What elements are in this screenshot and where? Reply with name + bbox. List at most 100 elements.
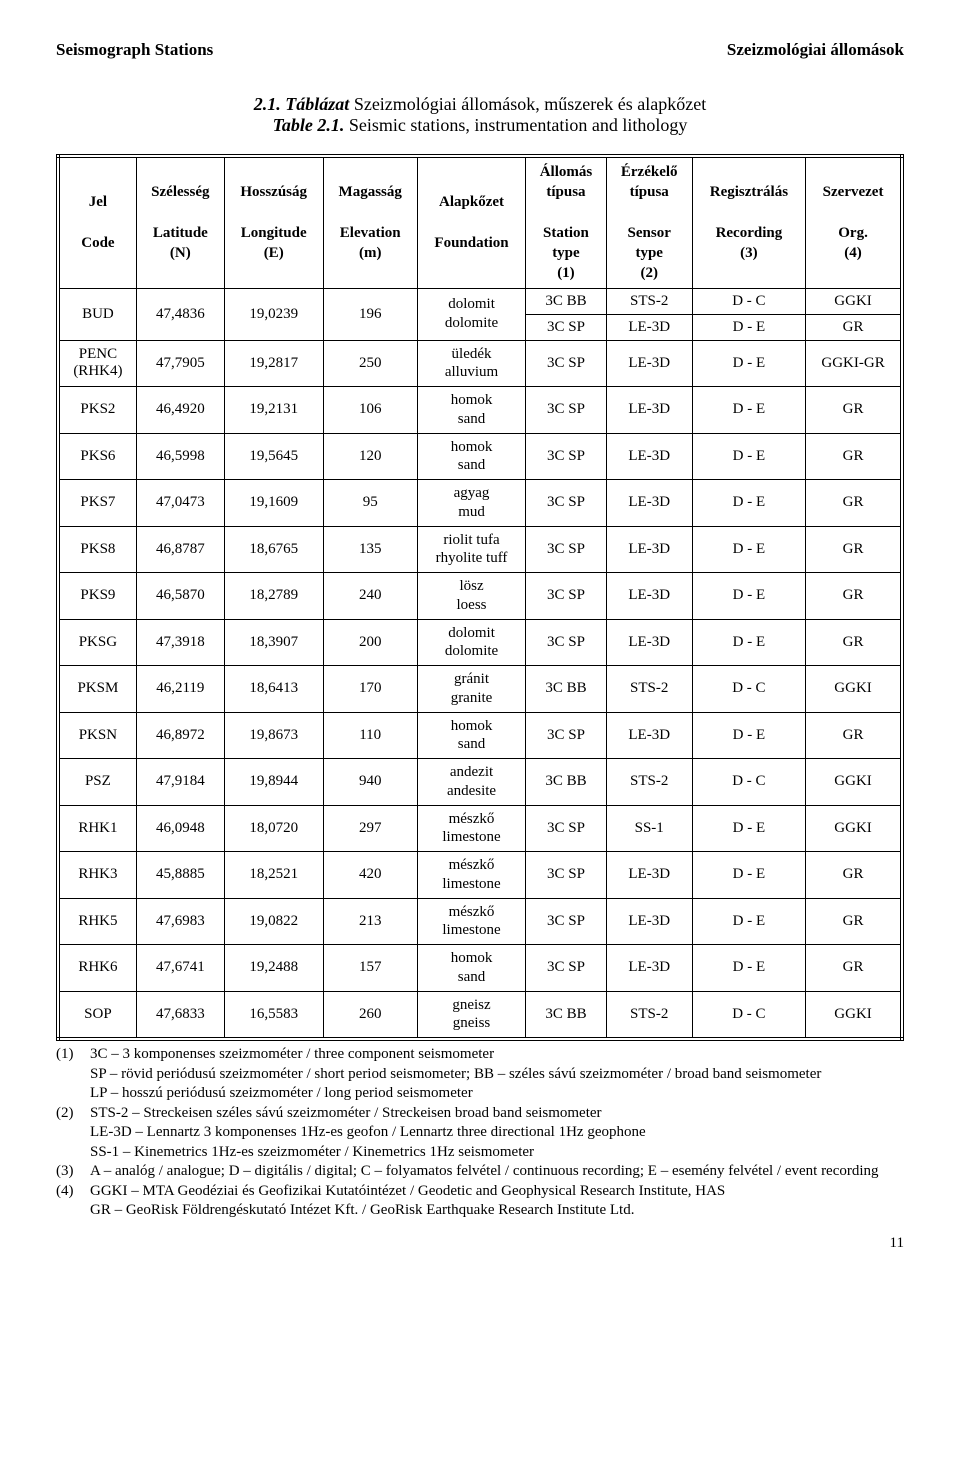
cell-sensor-type: LE-3D <box>606 573 692 620</box>
cell-org: GR <box>806 314 902 340</box>
cell-code: SOP <box>58 991 136 1039</box>
cell-code: PKS6 <box>58 433 136 480</box>
cell-recording: D - E <box>692 712 805 759</box>
cell-lon: 18,2521 <box>224 852 323 899</box>
cell-elev: 196 <box>323 288 417 340</box>
cell-foundation: mészkőlimestone <box>417 898 525 945</box>
cell-org: GGKI <box>806 288 902 314</box>
cell-elev: 106 <box>323 387 417 434</box>
cell-foundation: mészkőlimestone <box>417 852 525 899</box>
caption-1-bold: 2.1. Táblázat <box>254 94 350 114</box>
cell-code: PKS2 <box>58 387 136 434</box>
cell-code: RHK6 <box>58 945 136 992</box>
cell-elev: 200 <box>323 619 417 666</box>
cell-lat: 46,5870 <box>136 573 224 620</box>
cell-station-type: 3C SP <box>526 712 607 759</box>
cell-lat: 47,7905 <box>136 340 224 387</box>
cell-station-type: 3C SP <box>526 805 607 852</box>
col-recording: Regisztrálás Recording (3) <box>692 156 805 288</box>
cell-station-type: 3C SP <box>526 480 607 527</box>
cell-recording: D - C <box>692 666 805 713</box>
cell-recording: D - C <box>692 759 805 806</box>
cell-station-type: 3C SP <box>526 526 607 573</box>
table-row: RHK647,674119,2488157homoksand3C SPLE-3D… <box>58 945 902 992</box>
cell-foundation: andezitandesite <box>417 759 525 806</box>
table-caption: 2.1. Táblázat Szeizmológiai állomások, m… <box>56 94 904 136</box>
cell-code: RHK3 <box>58 852 136 899</box>
caption-1-rest: Szeizmológiai állomások, műszerek és ala… <box>349 94 706 114</box>
cell-lat: 46,4920 <box>136 387 224 434</box>
cell-recording: D - C <box>692 288 805 314</box>
col-foundation: Alapkőzet Foundation <box>417 156 525 288</box>
table-row: PKS946,587018,2789240löszloess3C SPLE-3D… <box>58 573 902 620</box>
cell-sensor-type: LE-3D <box>606 526 692 573</box>
cell-foundation: üledékalluvium <box>417 340 525 387</box>
cell-foundation: löszloess <box>417 573 525 620</box>
cell-elev: 240 <box>323 573 417 620</box>
cell-sensor-type: LE-3D <box>606 852 692 899</box>
cell-sensor-type: STS-2 <box>606 991 692 1039</box>
caption-2-bold: Table 2.1. <box>273 115 345 135</box>
cell-foundation: riolit tufarhyolite tuff <box>417 526 525 573</box>
table-row: PKSM46,211918,6413170gránitgranite3C BBS… <box>58 666 902 713</box>
cell-org: GGKI <box>806 991 902 1039</box>
cell-recording: D - E <box>692 898 805 945</box>
cell-sensor-type: LE-3D <box>606 480 692 527</box>
cell-org: GGKI-GR <box>806 340 902 387</box>
cell-org: GR <box>806 852 902 899</box>
header-right: Szeizmológiai állomások <box>727 40 904 60</box>
cell-lon: 18,6765 <box>224 526 323 573</box>
col-org: Szervezet Org. (4) <box>806 156 902 288</box>
col-lon: Hosszúság Longitude (E) <box>224 156 323 288</box>
cell-org: GR <box>806 480 902 527</box>
cell-foundation: homoksand <box>417 712 525 759</box>
cell-recording: D - E <box>692 945 805 992</box>
note-1c: LP – hosszú periódusú szeizmométer / lon… <box>90 1084 904 1104</box>
table-row: RHK146,094818,0720297mészkőlimestone3C S… <box>58 805 902 852</box>
stations-table: Jel Code Szélesség Latitude (N) Hosszúsá… <box>56 154 904 1041</box>
col-elev: Magasság Elevation (m) <box>323 156 417 288</box>
cell-org: GR <box>806 387 902 434</box>
cell-station-type: 3C SP <box>526 314 607 340</box>
cell-recording: D - E <box>692 480 805 527</box>
table-head: Jel Code Szélesség Latitude (N) Hosszúsá… <box>58 156 902 288</box>
cell-org: GR <box>806 526 902 573</box>
table-body: BUD47,483619,0239196dolomitdolomite3C BB… <box>58 288 902 1039</box>
col-sensor-type: Érzékelő típusa Sensor type (2) <box>606 156 692 288</box>
cell-foundation: gránitgranite <box>417 666 525 713</box>
note-4b: GR – GeoRisk Földrengéskutató Intézet Kf… <box>90 1201 904 1221</box>
cell-foundation: homoksand <box>417 433 525 480</box>
cell-org: GR <box>806 898 902 945</box>
table-row: SOP47,683316,5583260gneiszgneiss3C BBSTS… <box>58 991 902 1039</box>
page-number: 11 <box>56 1235 904 1252</box>
cell-org: GR <box>806 619 902 666</box>
cell-code: PKSN <box>58 712 136 759</box>
note-3-tag: (3) <box>56 1162 90 1182</box>
cell-foundation: mészkőlimestone <box>417 805 525 852</box>
cell-lon: 16,5583 <box>224 991 323 1039</box>
table-row: BUD47,483619,0239196dolomitdolomite3C BB… <box>58 288 902 314</box>
cell-elev: 110 <box>323 712 417 759</box>
cell-lat: 47,0473 <box>136 480 224 527</box>
cell-code: PSZ <box>58 759 136 806</box>
cell-lat: 47,6833 <box>136 991 224 1039</box>
cell-elev: 120 <box>323 433 417 480</box>
cell-lon: 19,2488 <box>224 945 323 992</box>
cell-recording: D - E <box>692 314 805 340</box>
cell-recording: D - C <box>692 991 805 1039</box>
cell-station-type: 3C BB <box>526 288 607 314</box>
cell-station-type: 3C SP <box>526 852 607 899</box>
cell-foundation: homoksand <box>417 387 525 434</box>
cell-lat: 46,2119 <box>136 666 224 713</box>
cell-elev: 157 <box>323 945 417 992</box>
cell-sensor-type: LE-3D <box>606 619 692 666</box>
cell-org: GR <box>806 573 902 620</box>
col-lat: Szélesség Latitude (N) <box>136 156 224 288</box>
table-row: PKS747,047319,160995agyagmud3C SPLE-3DD … <box>58 480 902 527</box>
cell-station-type: 3C SP <box>526 433 607 480</box>
cell-recording: D - E <box>692 573 805 620</box>
cell-lon: 19,1609 <box>224 480 323 527</box>
cell-elev: 250 <box>323 340 417 387</box>
cell-lat: 47,6741 <box>136 945 224 992</box>
cell-lon: 18,3907 <box>224 619 323 666</box>
